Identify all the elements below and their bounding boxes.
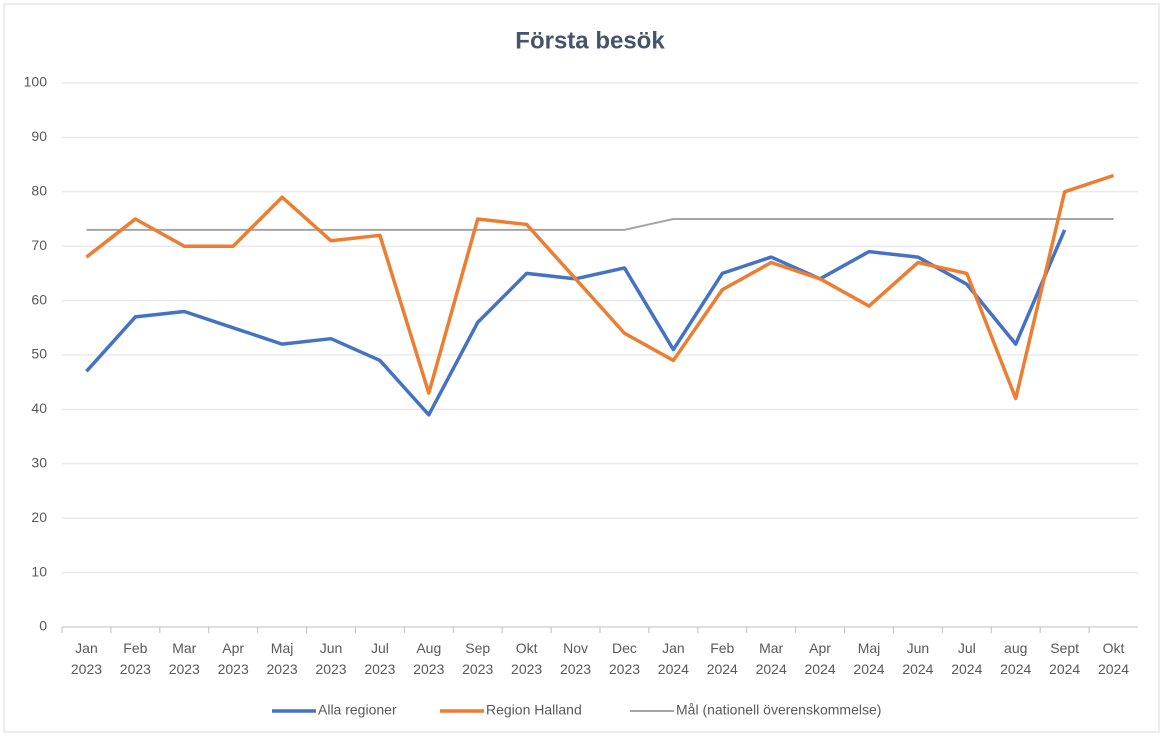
- x-tick-label: Apr 2023: [217, 640, 249, 677]
- legend-label: Mål (nationell överenskommelse): [676, 702, 881, 718]
- chart-title: Första besök: [515, 27, 665, 54]
- x-tick-label: Mar 2024: [755, 640, 787, 677]
- legend-label: Region Halland: [486, 702, 582, 718]
- y-tick-label: 50: [31, 346, 47, 362]
- x-tick-label: Jan 2023: [70, 640, 103, 677]
- x-tick-label: Okt 2024: [1097, 640, 1130, 677]
- y-tick-label: 10: [31, 563, 47, 579]
- x-tick-label: Sep 2023: [462, 640, 494, 677]
- y-tick-label: 20: [31, 509, 47, 525]
- x-tick-label: Maj 2024: [853, 640, 885, 677]
- x-tick-label: Feb 2023: [119, 640, 151, 677]
- x-tick-label: Okt 2023: [511, 640, 543, 677]
- y-tick-label: 30: [31, 455, 47, 471]
- x-tick-label: Jun 2024: [902, 640, 934, 677]
- x-tick-label: Jun 2023: [315, 640, 347, 677]
- series-line: [86, 218, 1114, 231]
- x-tick-label: Jul 2024: [951, 640, 983, 677]
- series-line: [85, 173, 1115, 401]
- x-tick-label: aug 2024: [1000, 640, 1032, 677]
- x-tick-label: Jan 2024: [657, 640, 689, 677]
- chart-border: [3, 3, 1160, 733]
- x-tick-label: Nov 2023: [559, 640, 592, 677]
- x-tick-label: Mar 2023: [168, 640, 200, 677]
- x-tick-label: Jul 2023: [364, 640, 396, 677]
- x-tick-label: Sept 2024: [1049, 640, 1081, 677]
- legend-label: Alla regioner: [318, 702, 397, 718]
- y-tick-label: 40: [31, 400, 47, 416]
- x-tick-label: Feb 2024: [706, 640, 738, 677]
- y-tick-label: 90: [31, 128, 47, 144]
- y-tick-label: 70: [31, 237, 47, 253]
- y-tick-label: 80: [31, 183, 47, 199]
- y-tick-label: 0: [39, 618, 47, 634]
- x-tick-label: Maj 2023: [266, 640, 298, 677]
- y-tick-label: 100: [24, 74, 48, 90]
- y-tick-label: 60: [31, 291, 47, 307]
- x-tick-label: Apr 2024: [804, 640, 836, 677]
- x-tick-label: Aug 2023: [413, 640, 445, 677]
- x-tick-label: Dec 2023: [608, 640, 641, 677]
